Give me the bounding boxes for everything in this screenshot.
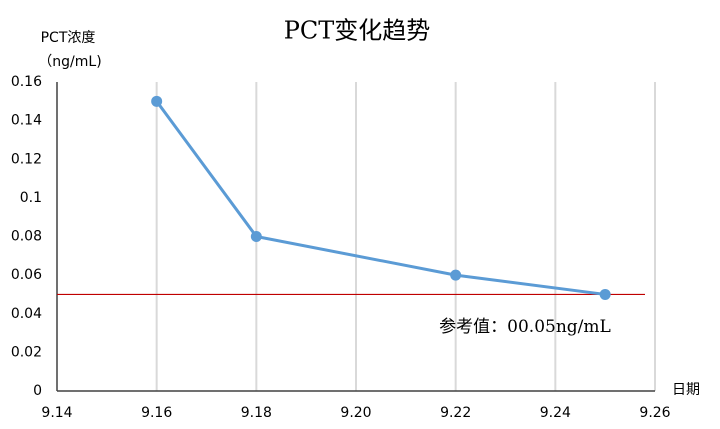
data-point [151,95,163,107]
x-tick-label: 9.14 [41,405,72,421]
y-tick-label: 0.1 [20,190,42,206]
y-tick-label: 0.06 [11,267,42,283]
chart-title: PCT变化趋势 [284,17,431,45]
x-tick-label: 9.26 [639,405,670,421]
x-tick-label: 9.24 [540,405,571,421]
y-axis-label: （ng/mL) [38,54,101,70]
y-tick-label: 0.16 [11,74,42,90]
y-tick-label: 0.08 [11,229,42,245]
x-tick-label: 9.18 [241,405,272,421]
y-tick-label: 0.14 [11,113,42,129]
y-tick-label: 0.12 [11,151,42,167]
y-tick-label: 0 [33,383,42,399]
data-point [599,288,611,300]
x-tick-label: 9.16 [141,405,172,421]
y-axis-label: PCT浓度 [41,30,96,46]
data-point [450,269,462,281]
data-point [250,231,262,242]
reference-label: 参考值：00.05ng/mL [439,317,611,337]
series-line [155,100,606,296]
y-tick-label: 0.04 [11,306,42,322]
x-tick-label: 9.20 [340,405,371,421]
x-tick-label: 9.22 [440,405,471,421]
y-tick-label: 0.02 [11,344,42,360]
x-axis-label: 日期 [672,382,700,398]
